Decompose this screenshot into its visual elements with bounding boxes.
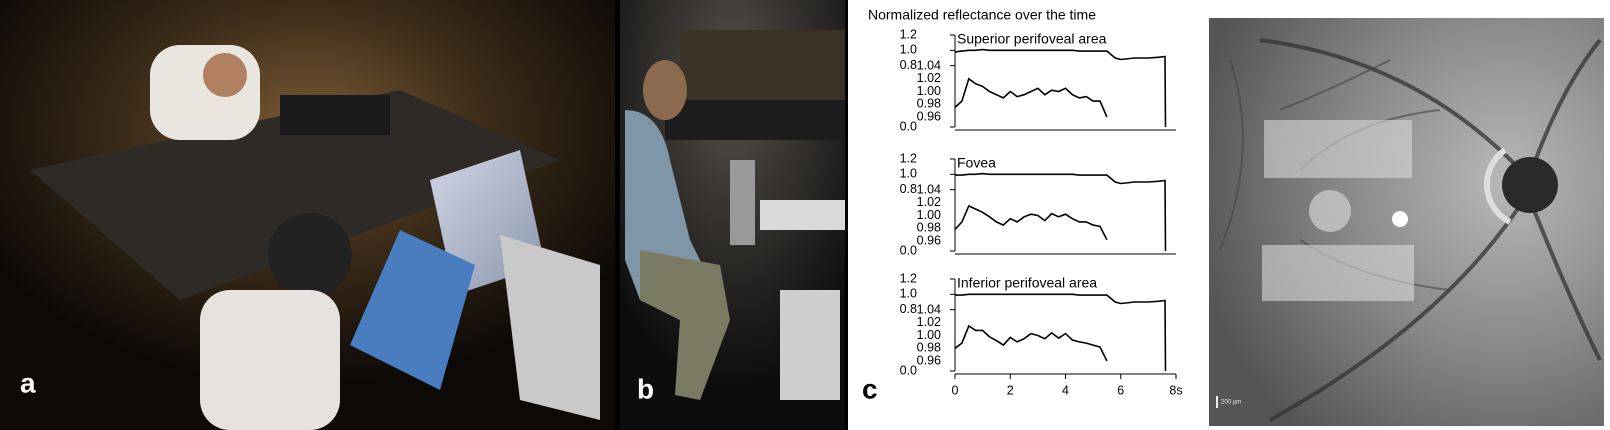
y2-tick-label: 1.02 [917, 315, 941, 329]
panel-label: b [637, 373, 654, 404]
x-tick-label: 8s [1169, 383, 1182, 397]
y2-tick-label: 0.96 [917, 353, 941, 367]
panel-label: c [862, 373, 878, 404]
y2-tick-label: 1.04 [917, 182, 941, 196]
x-tick-label: 0 [952, 383, 959, 397]
y-tick-label: 1.0 [900, 287, 917, 301]
y-tick-label: 0.0 [900, 243, 917, 257]
y-tick-label: 0.8 [900, 182, 917, 196]
photo-b [620, 0, 845, 430]
y-tick-label: 0.0 [900, 119, 917, 133]
y-tick-label: 1.0 [900, 43, 917, 57]
y2-tick-label: 1.04 [917, 302, 941, 316]
y2-tick-label: 1.00 [917, 328, 941, 342]
y2-tick-label: 1.04 [917, 58, 941, 72]
photo-a [0, 0, 615, 430]
y-tick-label: 0.0 [900, 363, 917, 377]
x-tick-label: 2 [1007, 383, 1014, 397]
figure-title: Normalized reflectance over the time [868, 7, 1096, 23]
series-line [954, 204, 1108, 241]
y2-tick-label: 1.00 [917, 208, 941, 222]
chart-title: Fovea [957, 155, 996, 171]
panel-label: a [20, 367, 36, 398]
y2-tick-label: 0.96 [917, 109, 941, 123]
y2-tick-label: 0.98 [917, 97, 941, 111]
y-tick-label: 0.8 [900, 302, 917, 316]
y-tick-label: 0.8 [900, 58, 917, 72]
y2-tick-label: 1.00 [917, 84, 941, 98]
scale-bar-label: 200 µm [1221, 400, 1241, 406]
y2-tick-label: 1.02 [917, 195, 941, 209]
y-tick-label: 1.2 [900, 151, 917, 165]
x-tick-label: 6 [1117, 383, 1124, 397]
y2-tick-label: 1.02 [917, 71, 941, 85]
fundus-image: 200 µm [1209, 18, 1604, 426]
y2-tick-label: 0.96 [917, 233, 941, 247]
y2-tick-label: 0.98 [917, 341, 941, 355]
series-line [954, 324, 1108, 362]
y2-tick-label: 0.98 [917, 221, 941, 235]
series-line [954, 77, 1108, 118]
x-tick-label: 4 [1062, 383, 1069, 397]
series-line [955, 293, 1167, 372]
series-line [954, 48, 1167, 128]
series-line [955, 172, 1167, 252]
y-tick-label: 1.2 [900, 27, 917, 41]
y-tick-label: 1.0 [900, 167, 917, 181]
chart-title: Inferior perifoveal area [957, 275, 1097, 291]
chart-title: Superior perifoveal area [957, 31, 1107, 47]
y-tick-label: 1.2 [900, 271, 917, 285]
